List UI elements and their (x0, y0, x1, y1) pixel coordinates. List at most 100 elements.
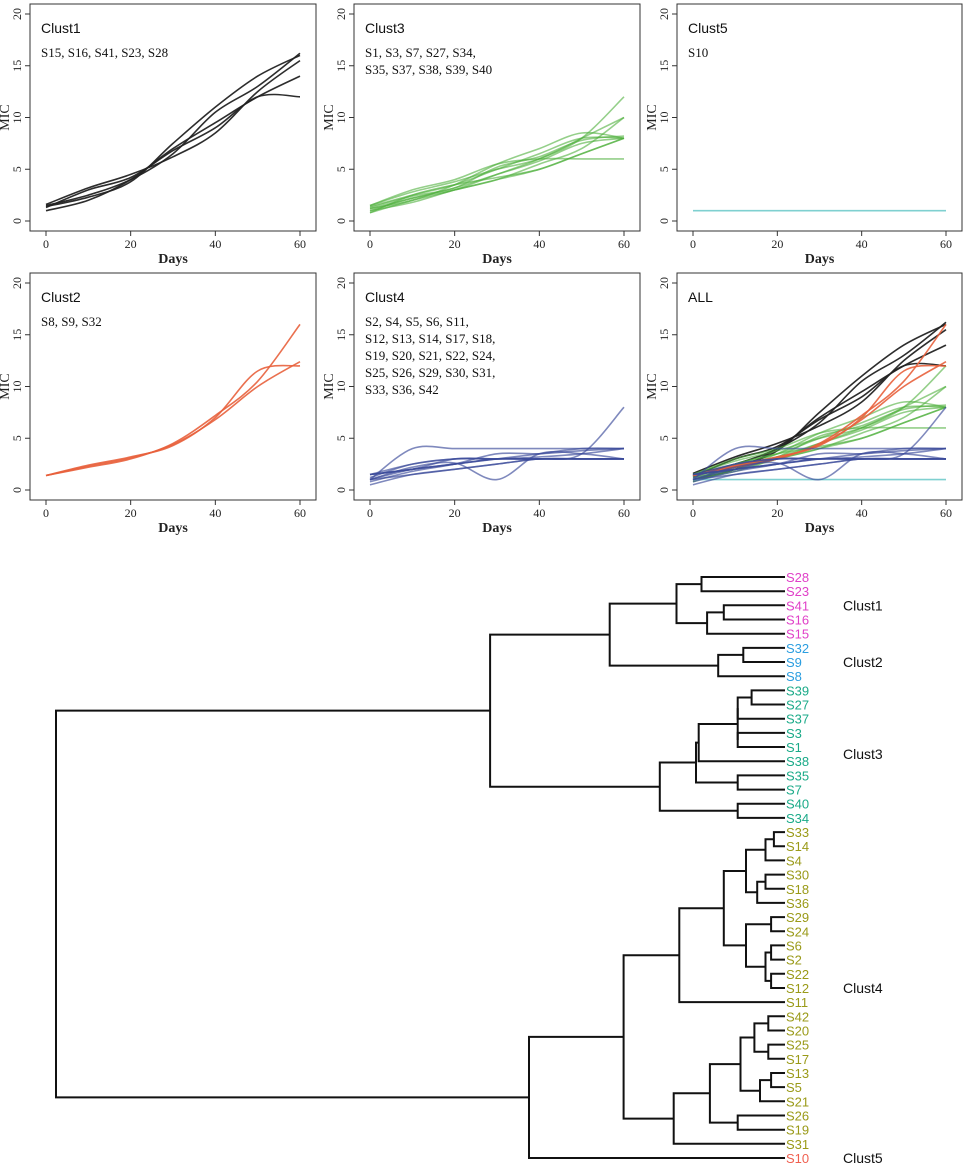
dendrogram-merge-17 (489, 633, 660, 788)
leaf-label-s41: S41 (786, 598, 809, 613)
y-axis-label: MIC (322, 373, 337, 399)
dendrogram-merge-7 (608, 602, 719, 667)
leaf-label-s22: S22 (786, 967, 809, 982)
y-tick-label: 0 (334, 487, 348, 493)
series-line-s1 (369, 96, 625, 214)
x-tick-label: 40 (856, 506, 868, 520)
leaf-label-s3: S3 (786, 726, 802, 741)
leaf-label-s1: S1 (786, 740, 802, 755)
x-tick-label: 0 (367, 237, 373, 251)
series-line-s11 (369, 445, 624, 481)
leaf-label-s16: S16 (786, 613, 809, 628)
leaf-label-s38: S38 (786, 754, 809, 769)
series-line-s32 (45, 361, 301, 477)
dendrogram-merge-16 (658, 761, 738, 812)
leaf-label-s4: S4 (786, 853, 802, 868)
series-line-s23 (45, 54, 301, 208)
leaf-label-s5: S5 (786, 1080, 802, 1095)
panel-clust2: 0 5 10 15 20 0 20 40 60 Days MIC Clust2 S8, S9, S32 (0, 272, 317, 536)
series-line-s15 (45, 52, 301, 207)
dendrogram-merge-24 (770, 944, 785, 961)
x-tick-label: 0 (690, 506, 696, 520)
leaf-label-s7: S7 (786, 783, 802, 798)
dendrogram-merge-31 (767, 1043, 785, 1060)
x-tick-label: 0 (43, 237, 49, 251)
dendrogram-merge-8 (750, 689, 785, 706)
cluster-label-clust5: Clust5 (843, 1150, 883, 1166)
leaf-label-s20: S20 (786, 1023, 809, 1038)
series-line-s12 (369, 447, 625, 479)
leaf-label-s11: S11 (786, 995, 808, 1010)
panel-clust5: 0 5 10 15 20 0 20 40 60 Days MIC Clust5 S10 (645, 3, 963, 267)
leaf-label-s10: S10 (786, 1151, 809, 1166)
x-tick-label: 20 (771, 237, 783, 251)
series-line-s9 (45, 364, 301, 477)
x-tick-label: 60 (940, 237, 952, 251)
leaf-label-s26: S26 (786, 1108, 809, 1123)
y-tick-label: 20 (10, 8, 24, 20)
dendrogram-merge-20 (764, 873, 785, 890)
leaf-label-s17: S17 (786, 1052, 809, 1067)
y-axis-label: MIC (322, 104, 337, 130)
dendrogram-merge-34 (759, 1079, 785, 1103)
x-tick-label: 60 (294, 237, 306, 251)
y-tick-label: 15 (334, 329, 348, 341)
dendrogram-merge-23 (770, 916, 785, 933)
cluster-members-line: S35, S37, S38, S39, S40 (365, 62, 492, 77)
series-line-s40 (369, 135, 625, 209)
dendrogram-merge-6 (717, 653, 785, 678)
cluster-members-line: S2, S4, S5, S6, S11, (365, 314, 469, 329)
leaf-label-s30: S30 (786, 868, 809, 883)
x-tick-label: 60 (940, 506, 952, 520)
y-tick-label: 5 (10, 166, 24, 172)
leaf-label-s42: S42 (786, 1009, 809, 1024)
dendrogram-merge-33 (770, 1072, 785, 1089)
cluster-members-line: S25, S26, S29, S30, S31, (365, 365, 495, 380)
dendrogram-merge-41 (55, 709, 529, 1099)
x-tick-label: 60 (294, 506, 306, 520)
leaf-label-s31: S31 (786, 1137, 809, 1152)
y-tick-label: 10 (657, 112, 671, 124)
leaf-label-s24: S24 (786, 924, 809, 939)
y-tick-label: 5 (334, 166, 348, 172)
series-line-s28 (692, 328, 947, 475)
panel-frame (676, 3, 963, 232)
panel-all: 0 5 10 15 20 0 20 40 60 Days MIC ALL (645, 272, 963, 536)
dendrogram-merge-10 (736, 731, 785, 748)
x-axis-label: Days (482, 521, 512, 536)
cluster-label-clust2: Clust2 (843, 654, 883, 670)
x-tick-label: 40 (856, 237, 868, 251)
y-tick-label: 5 (657, 435, 671, 441)
y-tick-label: 15 (10, 60, 24, 72)
y-tick-label: 20 (334, 277, 348, 289)
panel-title: Clust2 (41, 289, 81, 305)
dendrogram-merge-18 (772, 831, 785, 848)
y-tick-label: 0 (657, 218, 671, 224)
dendrogram-merge-29 (678, 907, 785, 1004)
dendrogram-merge-32 (753, 1022, 769, 1053)
y-axis-label: MIC (0, 104, 13, 130)
dendrogram-merge-15 (736, 802, 785, 819)
y-tick-label: 10 (334, 381, 348, 393)
y-tick-label: 0 (334, 218, 348, 224)
y-tick-label: 20 (10, 277, 24, 289)
x-tick-label: 20 (125, 237, 137, 251)
y-tick-label: 10 (10, 381, 24, 393)
panel-title: Clust4 (365, 289, 405, 305)
x-tick-label: 20 (449, 506, 461, 520)
leaf-label-s8: S8 (786, 669, 802, 684)
leaf-label-s6: S6 (786, 938, 802, 953)
x-tick-label: 60 (618, 506, 630, 520)
x-tick-label: 60 (618, 237, 630, 251)
y-tick-label: 20 (657, 277, 671, 289)
x-axis-label: Days (482, 252, 512, 267)
leaf-label-s27: S27 (786, 698, 809, 713)
series-line-s31 (369, 406, 625, 476)
x-axis-label: Days (805, 252, 835, 267)
leaf-label-s23: S23 (786, 584, 809, 599)
cluster-members-line: S8, S9, S32 (41, 314, 102, 329)
cluster-label-clust4: Clust4 (843, 980, 883, 996)
dendrogram-merge-28 (722, 870, 746, 947)
leaf-label-s25: S25 (786, 1038, 809, 1053)
cluster-members-line: S10 (688, 45, 708, 60)
